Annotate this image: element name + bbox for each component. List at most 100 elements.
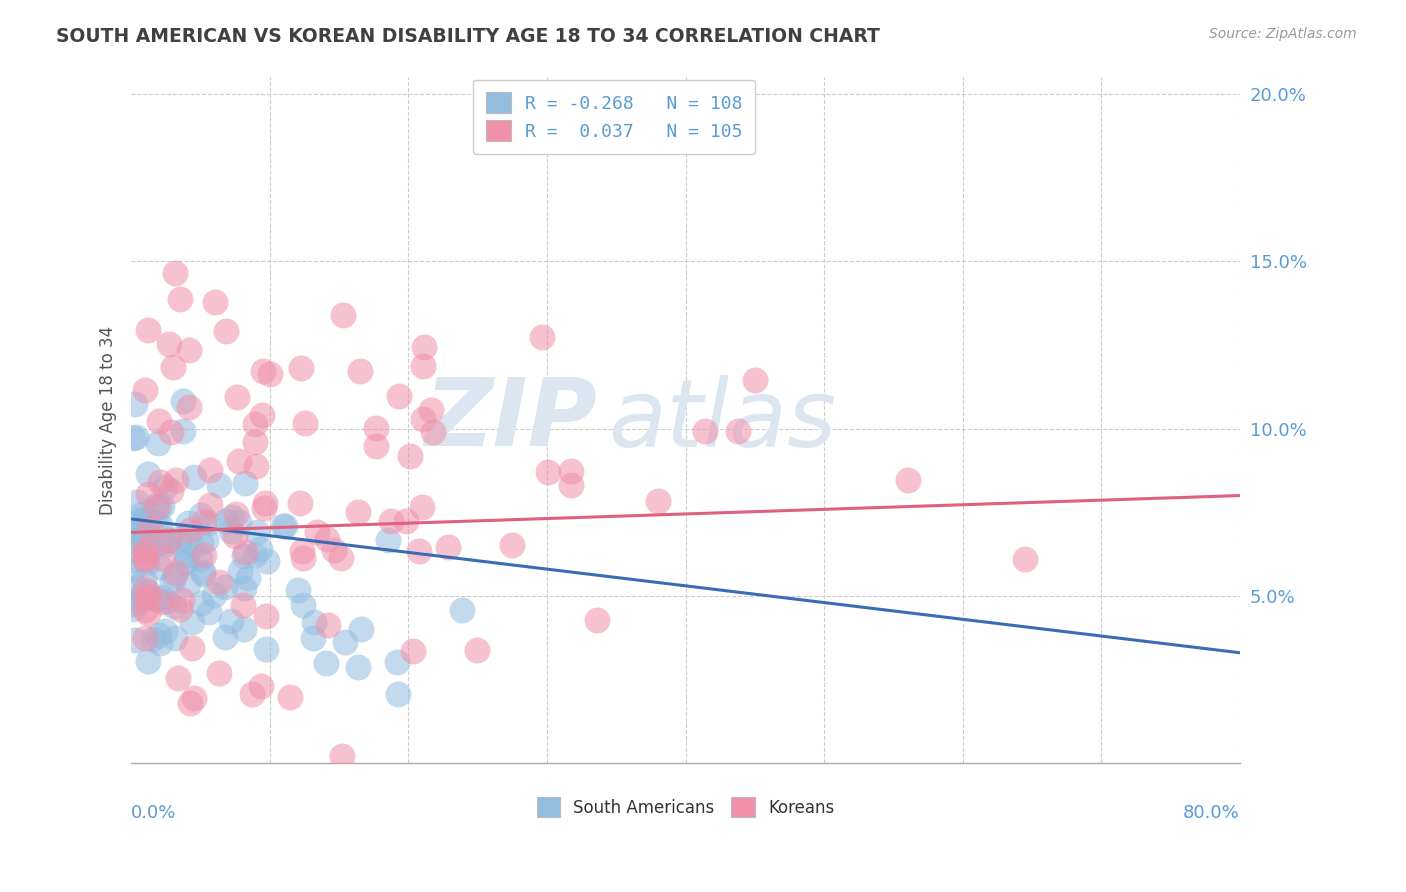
Point bbox=[135, 516, 157, 530]
Point bbox=[145, 515, 167, 529]
Point bbox=[221, 509, 243, 524]
Point bbox=[134, 553, 156, 567]
Point bbox=[193, 548, 215, 562]
Point bbox=[125, 534, 148, 549]
Point bbox=[125, 542, 148, 557]
Point bbox=[156, 594, 179, 608]
Point bbox=[291, 544, 314, 558]
Point bbox=[243, 548, 266, 562]
Point bbox=[174, 556, 197, 570]
Point bbox=[122, 552, 145, 566]
Point bbox=[727, 424, 749, 438]
Point bbox=[232, 598, 254, 612]
Text: Source: ZipAtlas.com: Source: ZipAtlas.com bbox=[1209, 27, 1357, 41]
Point bbox=[165, 631, 187, 645]
Point bbox=[183, 691, 205, 706]
Point bbox=[139, 522, 162, 536]
Point bbox=[254, 609, 277, 624]
Point bbox=[121, 431, 143, 445]
Point bbox=[315, 656, 337, 670]
Point bbox=[693, 424, 716, 438]
Point bbox=[399, 449, 422, 463]
Point bbox=[150, 535, 173, 549]
Point bbox=[127, 495, 149, 509]
Point bbox=[127, 527, 149, 541]
Point bbox=[252, 364, 274, 378]
Point bbox=[294, 416, 316, 430]
Text: 0.0%: 0.0% bbox=[131, 805, 177, 822]
Point bbox=[278, 690, 301, 705]
Point bbox=[208, 575, 231, 590]
Point bbox=[233, 549, 256, 563]
Point bbox=[450, 603, 472, 617]
Point bbox=[149, 636, 172, 650]
Point bbox=[333, 635, 356, 649]
Point bbox=[246, 525, 269, 540]
Point bbox=[193, 566, 215, 580]
Legend: South Americans, Koreans: South Americans, Koreans bbox=[530, 791, 841, 823]
Point bbox=[129, 525, 152, 540]
Point bbox=[897, 473, 920, 487]
Point bbox=[134, 543, 156, 558]
Point bbox=[225, 507, 247, 521]
Point bbox=[135, 542, 157, 557]
Point bbox=[197, 605, 219, 619]
Point bbox=[129, 508, 152, 522]
Point bbox=[191, 567, 214, 582]
Point bbox=[136, 655, 159, 669]
Point bbox=[292, 550, 315, 565]
Point bbox=[388, 389, 411, 403]
Point bbox=[177, 343, 200, 357]
Point bbox=[136, 606, 159, 620]
Point bbox=[190, 536, 212, 550]
Text: 80.0%: 80.0% bbox=[1184, 805, 1240, 822]
Point bbox=[253, 495, 276, 509]
Point bbox=[122, 597, 145, 611]
Point bbox=[160, 574, 183, 589]
Point bbox=[146, 591, 169, 606]
Point bbox=[228, 515, 250, 529]
Point bbox=[214, 630, 236, 644]
Point bbox=[411, 500, 433, 515]
Point bbox=[143, 539, 166, 553]
Point bbox=[240, 687, 263, 701]
Point bbox=[198, 463, 221, 477]
Point bbox=[150, 590, 173, 604]
Point bbox=[412, 412, 434, 426]
Point bbox=[202, 588, 225, 602]
Point bbox=[302, 615, 325, 629]
Point bbox=[150, 499, 173, 513]
Point bbox=[193, 514, 215, 528]
Point bbox=[350, 622, 373, 636]
Point bbox=[134, 512, 156, 526]
Text: ZIP: ZIP bbox=[425, 375, 598, 467]
Point bbox=[172, 425, 194, 439]
Point bbox=[148, 414, 170, 428]
Point bbox=[219, 614, 242, 628]
Point bbox=[214, 580, 236, 594]
Point bbox=[190, 596, 212, 610]
Point bbox=[537, 465, 560, 479]
Point bbox=[204, 295, 226, 310]
Point bbox=[347, 660, 370, 674]
Point bbox=[190, 508, 212, 523]
Point bbox=[134, 545, 156, 559]
Point bbox=[395, 515, 418, 529]
Point bbox=[271, 519, 294, 533]
Point bbox=[166, 535, 188, 549]
Point bbox=[413, 340, 436, 354]
Point bbox=[215, 514, 238, 528]
Point bbox=[347, 505, 370, 519]
Point bbox=[176, 549, 198, 563]
Point bbox=[136, 584, 159, 599]
Point bbox=[197, 516, 219, 530]
Point bbox=[1014, 552, 1036, 566]
Point bbox=[224, 529, 246, 543]
Point bbox=[250, 408, 273, 422]
Y-axis label: Disability Age 18 to 34: Disability Age 18 to 34 bbox=[100, 326, 117, 515]
Point bbox=[208, 666, 231, 681]
Point bbox=[225, 390, 247, 404]
Point bbox=[135, 557, 157, 571]
Point bbox=[148, 628, 170, 642]
Point bbox=[330, 749, 353, 764]
